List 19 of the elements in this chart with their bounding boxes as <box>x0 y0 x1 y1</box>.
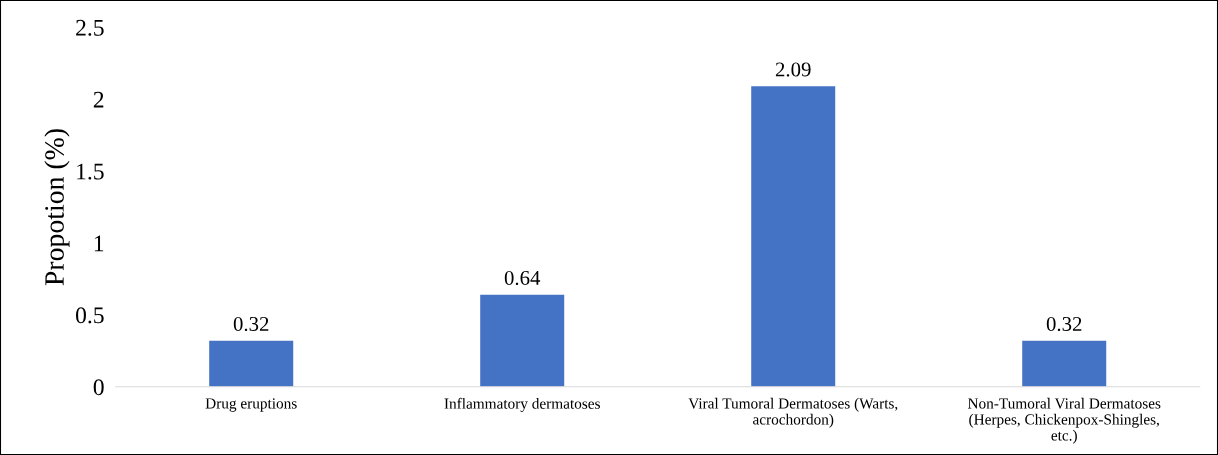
data-label: 0.64 <box>504 270 541 286</box>
x-tick-label: Non-Tumoral Viral Dermatoses (Herpes, Chickenpox-Shingles, etc.) <box>967 397 1161 444</box>
data-label: 2.09 <box>775 62 811 77</box>
y-tick-label: 1.5 <box>77 163 104 180</box>
bar <box>480 294 565 387</box>
x-tick-label: Inflammatory dermatoses <box>444 397 600 412</box>
bar <box>1022 340 1107 387</box>
y-tick-label: 1 <box>94 235 104 252</box>
y-tick-label: 0 <box>93 379 104 396</box>
bar <box>751 86 836 387</box>
data-label: 0.32 <box>233 316 269 332</box>
x-tick-label: Viral Tumoral Dermatoses (Warts, acrochordon) <box>688 397 898 428</box>
y-axis-title: Propotion (%) <box>44 129 70 286</box>
y-tick-label: 0.5 <box>75 307 104 324</box>
bar <box>209 340 294 387</box>
data-label: 0.32 <box>1046 316 1082 332</box>
y-tick-label: 2.5 <box>76 19 104 36</box>
y-tick-label: 2 <box>93 91 104 108</box>
x-tick-label: Drug eruptions <box>205 398 297 412</box>
